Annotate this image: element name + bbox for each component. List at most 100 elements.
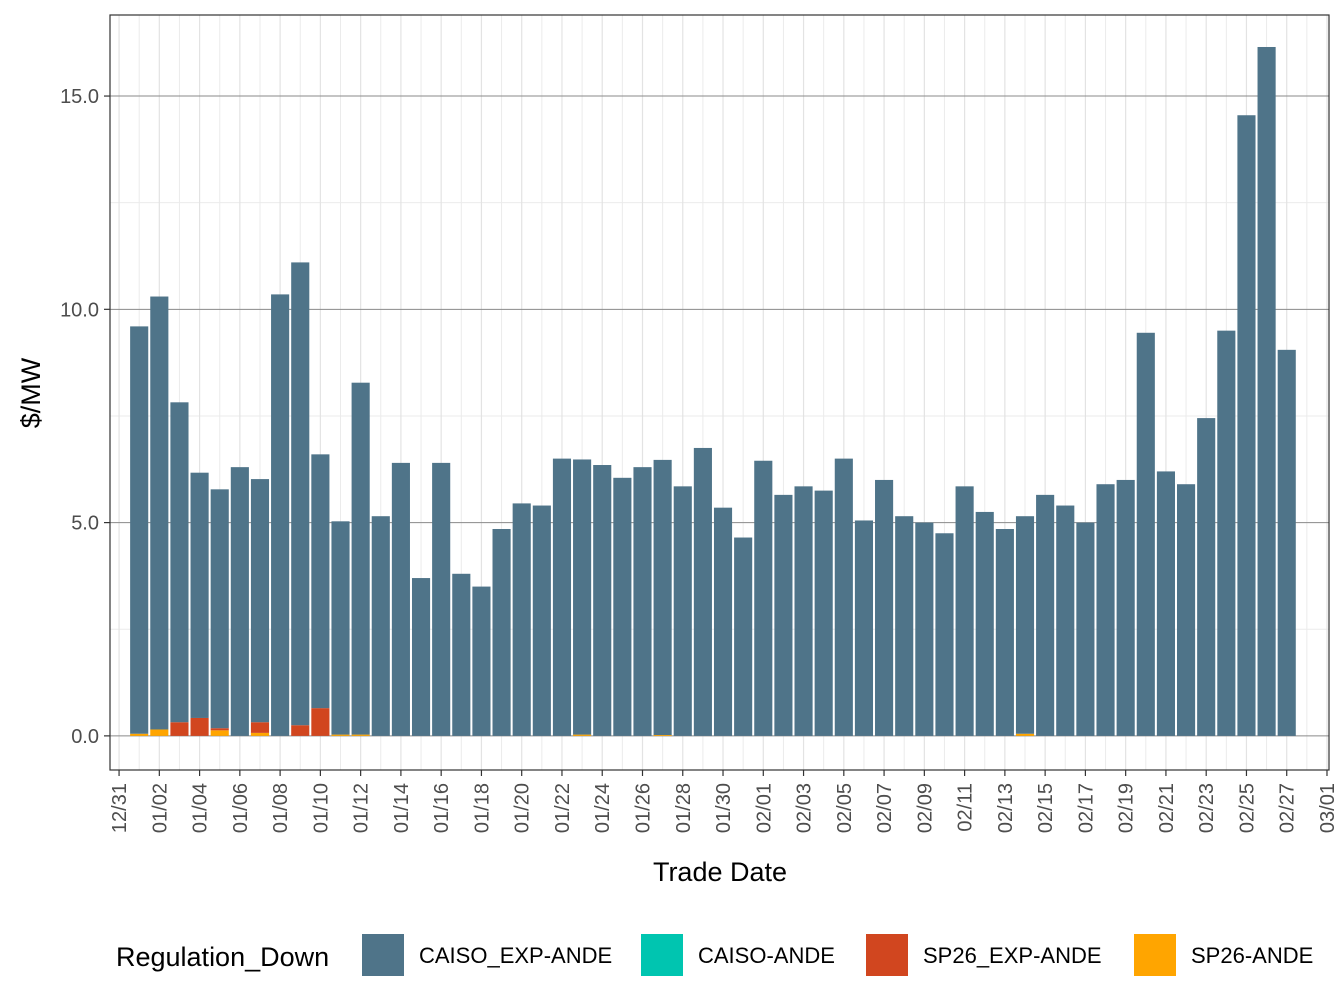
x-tick-label: 01/08 — [270, 783, 292, 833]
bar-sp26-exp-ande — [311, 708, 330, 736]
bar-caiso-exp-ande — [693, 447, 712, 736]
legend-label: CAISO_EXP-ANDE — [419, 943, 612, 968]
x-tick-label: 02/21 — [1156, 783, 1178, 833]
bar-caiso-exp-ande — [552, 458, 572, 736]
bar-caiso-exp-ande — [512, 503, 531, 736]
x-tick-label: 01/10 — [310, 783, 332, 833]
legend-swatch — [866, 934, 908, 976]
x-tick-label: 02/25 — [1236, 783, 1258, 833]
x-tick-label: 02/03 — [794, 783, 816, 833]
y-tick-label: 0.0 — [71, 726, 99, 748]
bar-caiso-exp-ande — [1257, 46, 1276, 736]
bar-caiso-exp-ande — [935, 533, 954, 736]
x-tick-label: 02/01 — [753, 783, 775, 833]
x-tick-label: 02/09 — [914, 783, 936, 833]
legend-items: CAISO_EXP-ANDE CAISO-ANDE SP26_EXP-ANDE SP2… — [362, 934, 1313, 976]
bar-caiso-exp-ande — [250, 479, 270, 723]
bar-caiso-exp-ande — [754, 460, 773, 736]
bar-caiso-exp-ande — [1237, 115, 1256, 736]
bar-sp26-ande — [210, 730, 229, 736]
bar-caiso-exp-ande — [472, 586, 491, 736]
bar-caiso-exp-ande — [311, 454, 330, 709]
x-tick-label: 01/26 — [632, 783, 654, 833]
legend-label: SP26_EXP-ANDE — [923, 943, 1102, 968]
bar-caiso-exp-ande — [854, 520, 874, 736]
legend-swatch — [362, 934, 404, 976]
bar-caiso-exp-ande — [391, 462, 410, 736]
bar-sp26-exp-ande — [170, 722, 189, 736]
bar-caiso-exp-ande — [230, 467, 249, 736]
legend-item: SP26_EXP-ANDE — [866, 934, 1102, 976]
bar-caiso-exp-ande — [1036, 494, 1055, 736]
legend-swatch — [1134, 934, 1176, 976]
y-axis-title: $/MW — [16, 357, 46, 428]
legend: Regulation_Down CAISO_EXP-ANDE CAISO-ANDE… — [116, 934, 1313, 976]
x-tick-label: 01/04 — [190, 783, 212, 833]
x-tick-label: 01/20 — [512, 783, 534, 833]
bar-caiso-exp-ande — [532, 505, 551, 736]
legend-label: SP26-ANDE — [1191, 943, 1313, 968]
bar-caiso-exp-ande — [895, 516, 914, 736]
bar-caiso-exp-ande — [492, 528, 511, 736]
bar-caiso-exp-ande — [673, 486, 692, 736]
x-axis-title: Trade Date — [653, 857, 787, 887]
x-tick-label: 01/12 — [351, 783, 373, 833]
bars-layer — [130, 46, 1296, 736]
bar-caiso-exp-ande — [734, 537, 753, 736]
bar-caiso-exp-ande — [915, 522, 934, 736]
bar-caiso-exp-ande — [291, 262, 310, 726]
bar-caiso-exp-ande — [1015, 516, 1035, 734]
bar-sp26-ande — [130, 733, 149, 736]
x-tick-label: 02/05 — [834, 783, 856, 833]
x-tick-label: 12/31 — [109, 783, 131, 833]
bar-caiso-exp-ande — [814, 490, 833, 736]
x-tick-label: 02/27 — [1277, 783, 1299, 833]
bar-caiso-exp-ande — [331, 521, 350, 735]
x-tick-label: 02/13 — [995, 783, 1017, 833]
bar-caiso-exp-ande — [1056, 505, 1075, 736]
bar-sp26-ande — [250, 732, 270, 736]
bar-sp26-ande — [573, 734, 592, 736]
bar-sp26-ande — [653, 735, 672, 736]
x-tick-label: 01/02 — [149, 783, 171, 833]
bar-caiso-exp-ande — [1116, 479, 1135, 736]
bar-caiso-exp-ande — [1096, 484, 1115, 736]
x-tick-label: 02/11 — [955, 783, 977, 832]
x-tick-label: 02/19 — [1116, 783, 1138, 833]
x-tick-label: 01/22 — [552, 783, 574, 833]
bar-caiso-exp-ande — [593, 465, 612, 736]
bar-caiso-exp-ande — [975, 511, 994, 736]
legend-item: CAISO_EXP-ANDE — [362, 934, 612, 976]
bar-caiso-exp-ande — [653, 459, 672, 736]
bar-caiso-exp-ande — [1136, 332, 1155, 736]
bar-caiso-exp-ande — [774, 494, 793, 736]
bar-sp26-ande — [331, 734, 350, 736]
axes-layer: 0.0 5.0 10.0 15.0 12/31 01/02 01/04 01/06 01/08 0… — [60, 86, 1339, 833]
bar-caiso-exp-ande — [452, 573, 471, 736]
bar-sp26-exp-ande — [190, 717, 209, 736]
x-tick-label: 01/30 — [713, 783, 735, 833]
bar-sp26-ande — [150, 729, 169, 736]
bar-caiso-exp-ande — [955, 486, 974, 736]
bar-caiso-exp-ande — [875, 479, 894, 736]
x-tick-label: 01/18 — [471, 783, 493, 833]
x-tick-label: 02/17 — [1075, 783, 1097, 833]
bar-caiso-exp-ande — [1217, 330, 1236, 736]
x-tick-label: 01/14 — [391, 783, 413, 833]
bar-caiso-exp-ande — [351, 382, 370, 735]
bar-caiso-exp-ande — [150, 296, 169, 730]
bar-caiso-exp-ande — [633, 467, 652, 736]
legend-label: CAISO-ANDE — [698, 943, 835, 968]
bar-caiso-exp-ande — [573, 459, 592, 735]
bar-caiso-exp-ande — [613, 477, 632, 736]
bar-sp26-exp-ande — [291, 725, 310, 736]
x-tick-label: 01/06 — [230, 783, 252, 833]
x-tick-label: 01/28 — [673, 783, 695, 833]
legend-swatch — [641, 934, 683, 976]
bar-caiso-exp-ande — [190, 472, 209, 718]
bar-sp26-ande — [1015, 733, 1035, 736]
legend-title: Regulation_Down — [116, 942, 329, 972]
bar-sp26-ande — [351, 734, 370, 736]
y-tick-label: 10.0 — [60, 299, 99, 321]
